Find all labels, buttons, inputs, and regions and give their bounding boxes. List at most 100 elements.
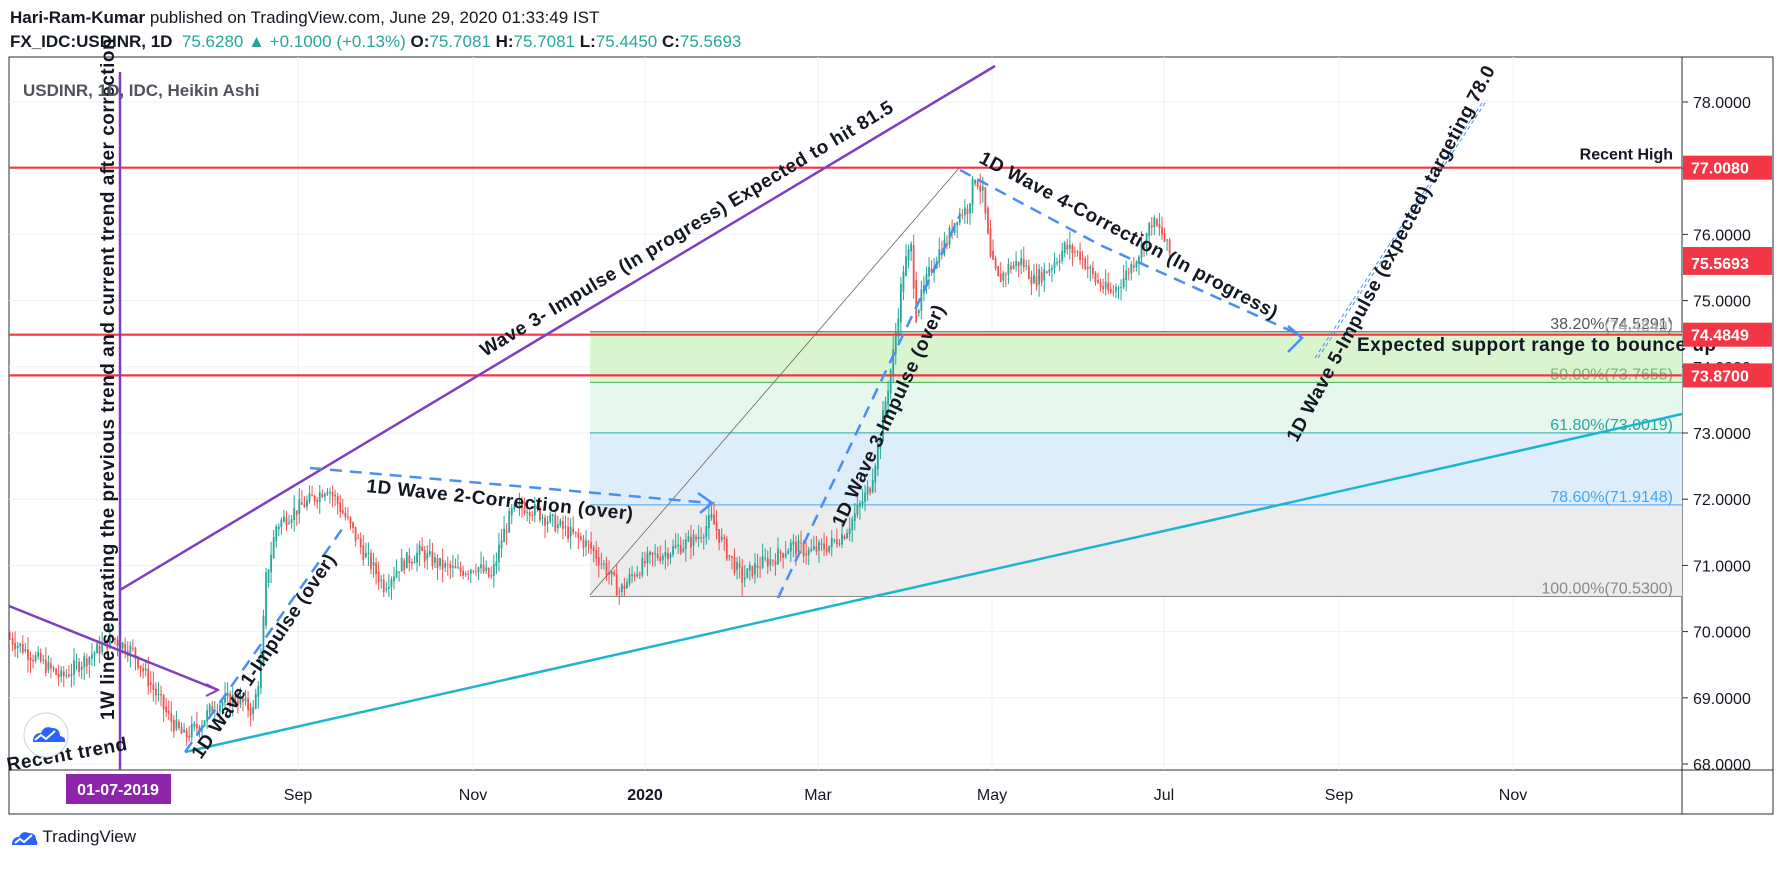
candle-body [101,643,104,653]
candle-body [620,584,623,593]
candle-body [687,535,690,542]
candle-body [859,503,861,507]
candle-body [510,507,513,516]
candle-body [1004,274,1007,276]
publish-info: published on TradingView.com, June 29, 2… [149,8,600,27]
candle-body [654,553,657,555]
candle-body [144,668,147,671]
footer-brand[interactable]: TradingView [10,827,136,848]
fib-level-label: 78.60%(71.9148) [1550,489,1673,506]
candle-body [1056,262,1058,264]
candle-body [638,574,641,576]
candle-body [1153,217,1156,228]
candle-body [997,266,1000,277]
candle-body [920,289,923,311]
candle-body [515,505,518,507]
candle-body [272,537,275,559]
price-tick-label: 68.0000 [1693,757,1751,774]
candle-body [1015,260,1017,266]
candle-body [139,665,142,669]
candle-body [500,540,503,549]
candle-body [21,644,24,653]
candle-body [224,694,226,703]
price-tick-label: 75.0000 [1693,294,1751,311]
candle-body [664,551,667,557]
candle-body [556,524,559,528]
candle-body [372,561,375,566]
candle-body [718,529,721,543]
candle-body [244,697,247,702]
candle-body [1140,244,1143,258]
price-tick-label: 71.0000 [1693,558,1751,575]
candle-body [32,659,34,662]
candle-body [856,504,859,515]
candle-body [303,504,306,508]
candle-body [874,465,877,483]
candle-body [1120,287,1122,289]
price-badge [1683,155,1772,180]
separator-annotation: 1W line separating the previous trend an… [98,38,119,720]
candle-body [912,245,915,289]
candle-body [57,673,60,678]
candle-body [1084,258,1087,270]
candle-body [459,567,462,572]
candle-body [137,656,139,668]
price-badge [1683,250,1772,275]
candle-body [907,249,910,261]
candle-body [280,520,283,528]
candle-body [421,546,424,552]
candle-body [787,550,790,555]
candle-body [300,502,303,505]
candle-body [1117,287,1120,289]
candle-body [416,552,418,563]
candle-body [380,579,383,581]
candle-body [1051,267,1053,271]
candle-body [853,513,856,522]
candle-body [216,710,219,712]
author-name[interactable]: Hari-Ram-Kumar [10,8,146,27]
candle-body [697,536,700,540]
candle-body [229,693,232,707]
candle-body [93,652,96,656]
candle-body [976,180,979,188]
candle-body [283,516,285,522]
candle-body [1035,276,1038,287]
series-legend: USDINR, 1D, IDC, Heikin Ashi [23,81,259,100]
candle-body [306,500,308,507]
candle-body [62,671,65,677]
candle-body [1048,269,1051,273]
time-tick-label: Nov [459,787,487,804]
candle-body [108,634,111,648]
candle-body [336,496,339,505]
candle-body [436,558,439,568]
candle-body [910,243,913,252]
price-tick-label: 76.0000 [1693,227,1751,244]
candle-body [426,552,429,560]
candle-body [567,526,569,539]
candle-body [34,655,37,661]
candle-body [1061,250,1064,261]
candle-body [341,510,344,514]
candle-body [562,521,564,529]
candle-body [748,564,751,571]
candle-body [1127,272,1130,274]
candle-body [743,577,746,580]
candle-body [882,409,884,442]
candle-body [981,186,984,191]
candle-body [989,228,992,257]
candle-body [482,565,485,572]
candle-body [1038,269,1041,285]
candle-body [846,533,849,539]
candle-body [262,615,265,667]
candle-body [756,565,759,568]
candle-body [364,552,367,558]
high-label: H: [495,32,514,51]
candle-body [1166,239,1169,241]
fib-retracement[interactable]: 38.20%(74.5291)(74.4849)50.00%(73.7655)6… [590,316,1682,598]
candle-body [1091,267,1094,274]
candle-body [454,566,457,568]
candle-body [974,180,977,184]
candle-body [669,554,672,558]
candle-body [800,542,802,544]
